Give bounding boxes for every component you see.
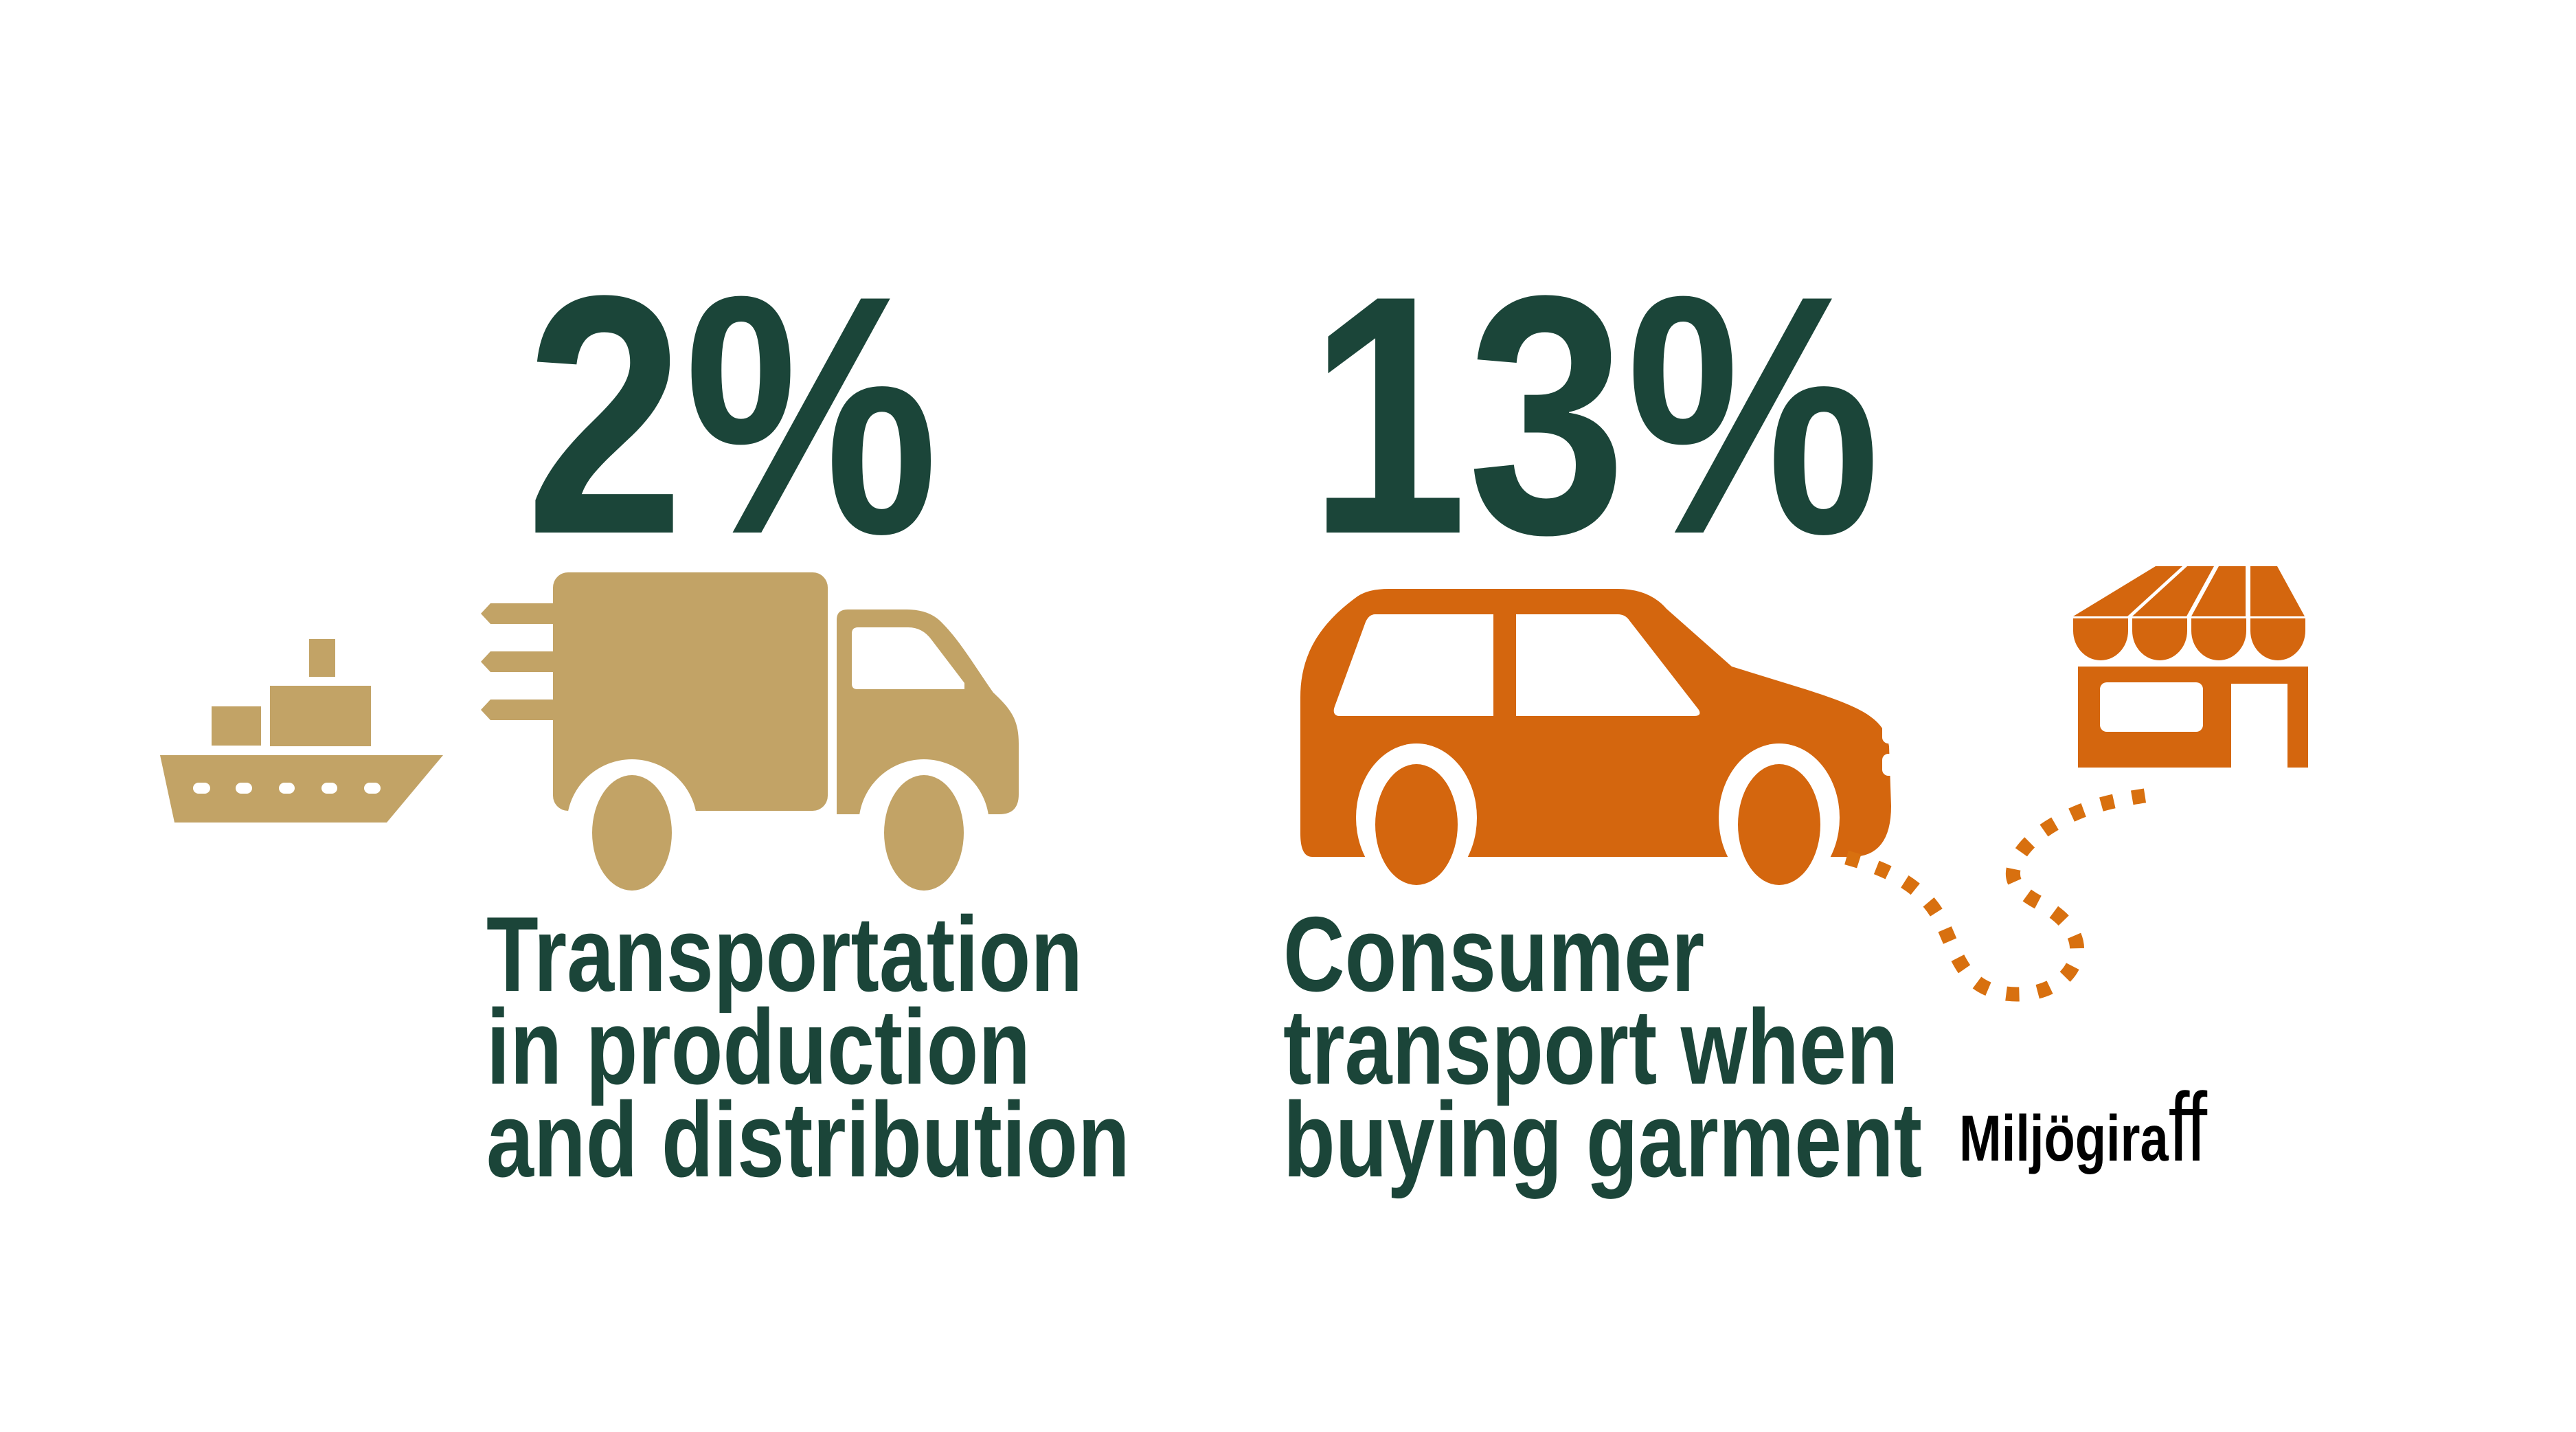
- stat-left-value: 2%: [526, 225, 938, 605]
- delivery-truck-icon: [481, 572, 1019, 891]
- miljogiraff-logo-ff: ff: [2168, 1073, 2207, 1182]
- miljogiraff-logo-main: Miljögira: [1959, 1102, 2169, 1175]
- miljogiraff-logo: Miljögiraff: [1959, 1079, 2207, 1187]
- stat-right-label-line2: transport when: [1283, 987, 1899, 1106]
- stat-left-label: Transportation in production and distrib…: [486, 895, 1130, 1199]
- stat-right-label-line1: Consumer: [1283, 895, 1705, 1014]
- cargo-ship-icon: [160, 639, 443, 823]
- stat-right-label-line3: buying garment: [1283, 1080, 1923, 1199]
- route-dotted-path: [1844, 787, 2150, 1002]
- stat-right-label: Consumer transport when buying garment: [1283, 895, 1923, 1199]
- store-icon: [2073, 566, 2308, 768]
- stat-left-label-line2: in production: [486, 987, 1031, 1106]
- stat-right-value: 13%: [1309, 225, 1881, 605]
- stat-left-label-line1: Transportation: [486, 895, 1083, 1014]
- car-icon: [1300, 589, 1898, 892]
- stat-left-label-line3: and distribution: [486, 1080, 1130, 1199]
